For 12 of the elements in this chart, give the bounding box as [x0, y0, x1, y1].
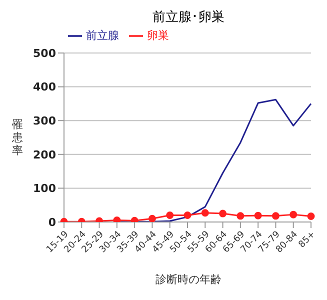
- y-tick-label: 100: [33, 182, 56, 196]
- x-tick-label: 85+: [297, 230, 318, 250]
- y-tick-label: 300: [33, 114, 56, 128]
- y-tick-label: 200: [33, 148, 56, 162]
- y-axis-title: 罹患率: [12, 118, 24, 157]
- y-tick-label: 400: [33, 80, 56, 94]
- y-tick-label: 0: [48, 216, 56, 229]
- y-tick-label: 500: [33, 46, 56, 60]
- x-axis-title: 診断時の年齢: [154, 272, 222, 287]
- chart-title: 前立腺･卵巣: [152, 9, 226, 27]
- legend-label: 前立腺: [86, 29, 119, 42]
- legend-label: 卵巣: [147, 29, 169, 42]
